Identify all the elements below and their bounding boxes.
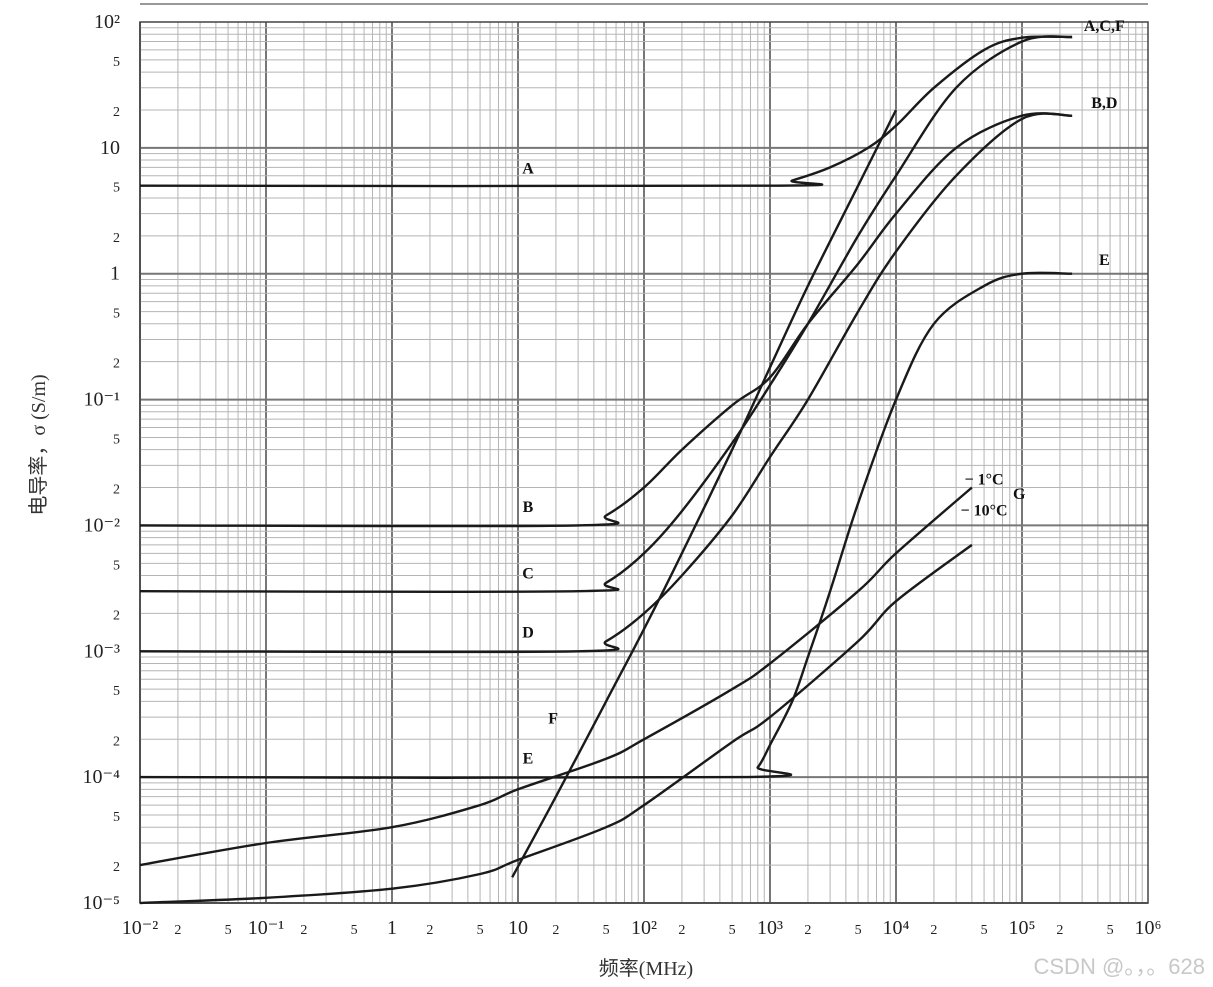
x-tick-label: 10⁻²	[122, 917, 159, 939]
x-tick-label: 10³	[757, 917, 783, 939]
watermark: CSDN @。，。628	[1033, 954, 1206, 979]
x-tick-label: 10⁶	[1135, 917, 1162, 939]
x-tick-label: 10⁵	[1009, 917, 1036, 939]
curve-annotation: B,D	[1091, 95, 1117, 112]
plot-border	[139, 21, 1149, 904]
curve-annotation: F	[548, 710, 558, 727]
curve-2	[139, 35, 1073, 594]
y-tick-label: 5	[113, 432, 120, 447]
curve-annotation: B	[523, 499, 534, 516]
curve-annotation: G	[1013, 486, 1026, 503]
x-tick-label: 5	[729, 923, 736, 938]
curve-4	[139, 271, 1073, 780]
curve-annotation: E	[523, 751, 534, 768]
y-tick-label: 2	[113, 357, 120, 372]
x-tick-label: 5	[225, 923, 232, 938]
y-tick-label: 10⁻³	[83, 640, 120, 662]
y-tick-label: 2	[113, 105, 120, 120]
curve-annotation: D	[522, 625, 534, 642]
plot-frame	[139, 21, 1149, 904]
x-tick-label: 2	[804, 923, 811, 938]
x-tick-label: 5	[855, 923, 862, 938]
curve-annotations: A B C D E F A,C,F B,D E − 1°C − 10°C G	[522, 18, 1125, 768]
y-tick-label: 5	[113, 307, 120, 322]
curve-annotation: − 1°C	[965, 471, 1004, 488]
curve-5	[511, 109, 898, 878]
y-tick-label: 5	[113, 558, 120, 573]
x-tick-label: 2	[426, 923, 433, 938]
x-tick-label: 1	[387, 917, 397, 939]
x-tick-label: 5	[981, 923, 988, 938]
curve-1	[139, 112, 1073, 528]
x-tick-label: 5	[1107, 923, 1114, 938]
y-tick-label: 10⁻⁴	[82, 766, 120, 788]
x-tick-label: 2	[174, 923, 181, 938]
y-tick-label: 2	[113, 608, 120, 623]
y-tick-label: 2	[113, 231, 120, 246]
y-tick-label: 10⁻⁵	[82, 892, 120, 914]
y-axis-title: 电导率，σ (S/m)	[27, 374, 50, 515]
y-tick-label: 2	[113, 860, 120, 875]
x-tick-label: 10⁻¹	[248, 917, 285, 939]
chart-grid	[139, 3, 1148, 904]
curve-annotation: A	[522, 161, 534, 178]
x-tick-label: 5	[603, 923, 610, 938]
x-tick-label: 2	[678, 923, 685, 938]
curve-annotation: E	[1099, 252, 1110, 269]
y-tick-label: 1	[110, 263, 120, 285]
x-tick-label: 5	[351, 923, 358, 938]
x-tick-label: 10⁴	[883, 917, 910, 939]
x-tick-label: 10²	[631, 917, 657, 939]
curve-annotation: C	[522, 565, 534, 582]
curve-3	[139, 112, 1073, 654]
curve-annotation: A,C,F	[1084, 18, 1125, 35]
curve-0	[139, 35, 1073, 188]
curve-6	[139, 486, 973, 867]
y-axis-ticks: 10⁻⁵ 2 5 10⁻⁴ 2 5 10⁻³ 2 5 10⁻² 2 5 10⁻¹ 2 5 1 2 5 10 2 5 10²	[82, 11, 120, 914]
x-tick-label: 2	[552, 923, 559, 938]
x-axis-title: 频率(MHz)	[599, 957, 693, 980]
y-tick-label: 10⁻¹	[83, 389, 120, 411]
chart-curves	[139, 35, 1073, 905]
y-tick-label: 2	[113, 483, 120, 498]
x-tick-label: 5	[477, 923, 484, 938]
x-tick-label: 2	[300, 923, 307, 938]
curve-7	[139, 543, 973, 905]
x-axis-ticks: 10⁻² 2 5 10⁻¹ 2 5 1 2 5 10 2 5 10² 2 5 10³ 2 5 10⁴ 2 5 10⁵ 2 5 1…	[122, 917, 1162, 939]
y-tick-label: 10²	[94, 11, 120, 33]
y-tick-label: 10	[100, 137, 120, 159]
x-tick-label: 10	[508, 917, 528, 939]
curve-annotation: − 10°C	[961, 503, 1008, 520]
y-tick-label: 5	[113, 55, 120, 70]
y-tick-label: 2	[113, 734, 120, 749]
x-tick-label: 2	[1056, 923, 1063, 938]
y-tick-label: 5	[113, 810, 120, 825]
y-tick-label: 5	[113, 684, 120, 699]
x-tick-label: 2	[930, 923, 937, 938]
y-tick-label: 10⁻²	[83, 514, 120, 536]
y-tick-label: 5	[113, 181, 120, 196]
